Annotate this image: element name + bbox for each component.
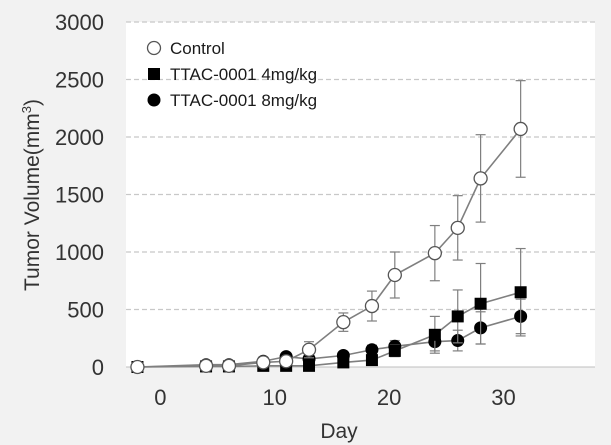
y-tick-label: 3000 (55, 10, 104, 35)
data-point (450, 220, 465, 236)
data-point (337, 356, 350, 369)
data-point (365, 354, 378, 367)
data-point (221, 358, 237, 374)
grid-lines (126, 21, 595, 311)
x-tick-label: 10 (262, 385, 286, 410)
y-axis-title-sup: 3 (19, 106, 34, 113)
legend: Control TTAC-0001 4mg/kg TTAC-0001 8mg/kg (146, 39, 317, 110)
y-axis-title-end: ) (21, 99, 44, 106)
data-point (336, 314, 351, 330)
data-point (364, 298, 380, 314)
data-point (365, 343, 379, 357)
y-tick-label: 2500 (55, 68, 104, 93)
legend-marker (147, 93, 161, 107)
data-point (256, 355, 271, 370)
legend-label: TTAC-0001 8mg/kg (170, 91, 317, 110)
data-point (514, 286, 527, 299)
x-tick-label: 0 (154, 385, 166, 410)
y-tick-label: 2000 (55, 125, 104, 150)
data-point (387, 267, 402, 283)
y-tick-label: 1500 (55, 183, 104, 208)
y-tick-label: 1000 (55, 240, 104, 265)
legend-marker (146, 40, 162, 56)
data-point (301, 342, 317, 357)
x-tick-label: 20 (377, 385, 401, 410)
series (130, 80, 528, 375)
data-point (427, 245, 443, 261)
y-tick-label: 500 (67, 298, 104, 323)
legend-label: TTAC-0001 4mg/kg (170, 65, 317, 84)
y-axis-title: Tumor Volume(mm3) (19, 99, 44, 291)
legend-marker (148, 68, 160, 80)
data-point (303, 359, 316, 372)
data-point (388, 344, 401, 357)
data-point (474, 297, 487, 310)
data-point (130, 359, 145, 375)
data-point (451, 310, 464, 323)
series-1 (130, 80, 528, 375)
data-point (473, 171, 488, 186)
y-axis-title-main: Tumor Volume(mm (21, 113, 44, 291)
data-point (198, 358, 214, 374)
axes: 0 500 1000 1500 2000 2500 3000 0 10 20 30 (55, 10, 595, 410)
data-point (513, 121, 528, 137)
data-point (278, 354, 294, 369)
x-axis-title: Day (320, 420, 358, 443)
data-point (428, 328, 441, 341)
x-tick-label: 30 (491, 385, 515, 410)
legend-label: Control (170, 39, 225, 58)
y-tick-label: 0 (92, 355, 104, 380)
